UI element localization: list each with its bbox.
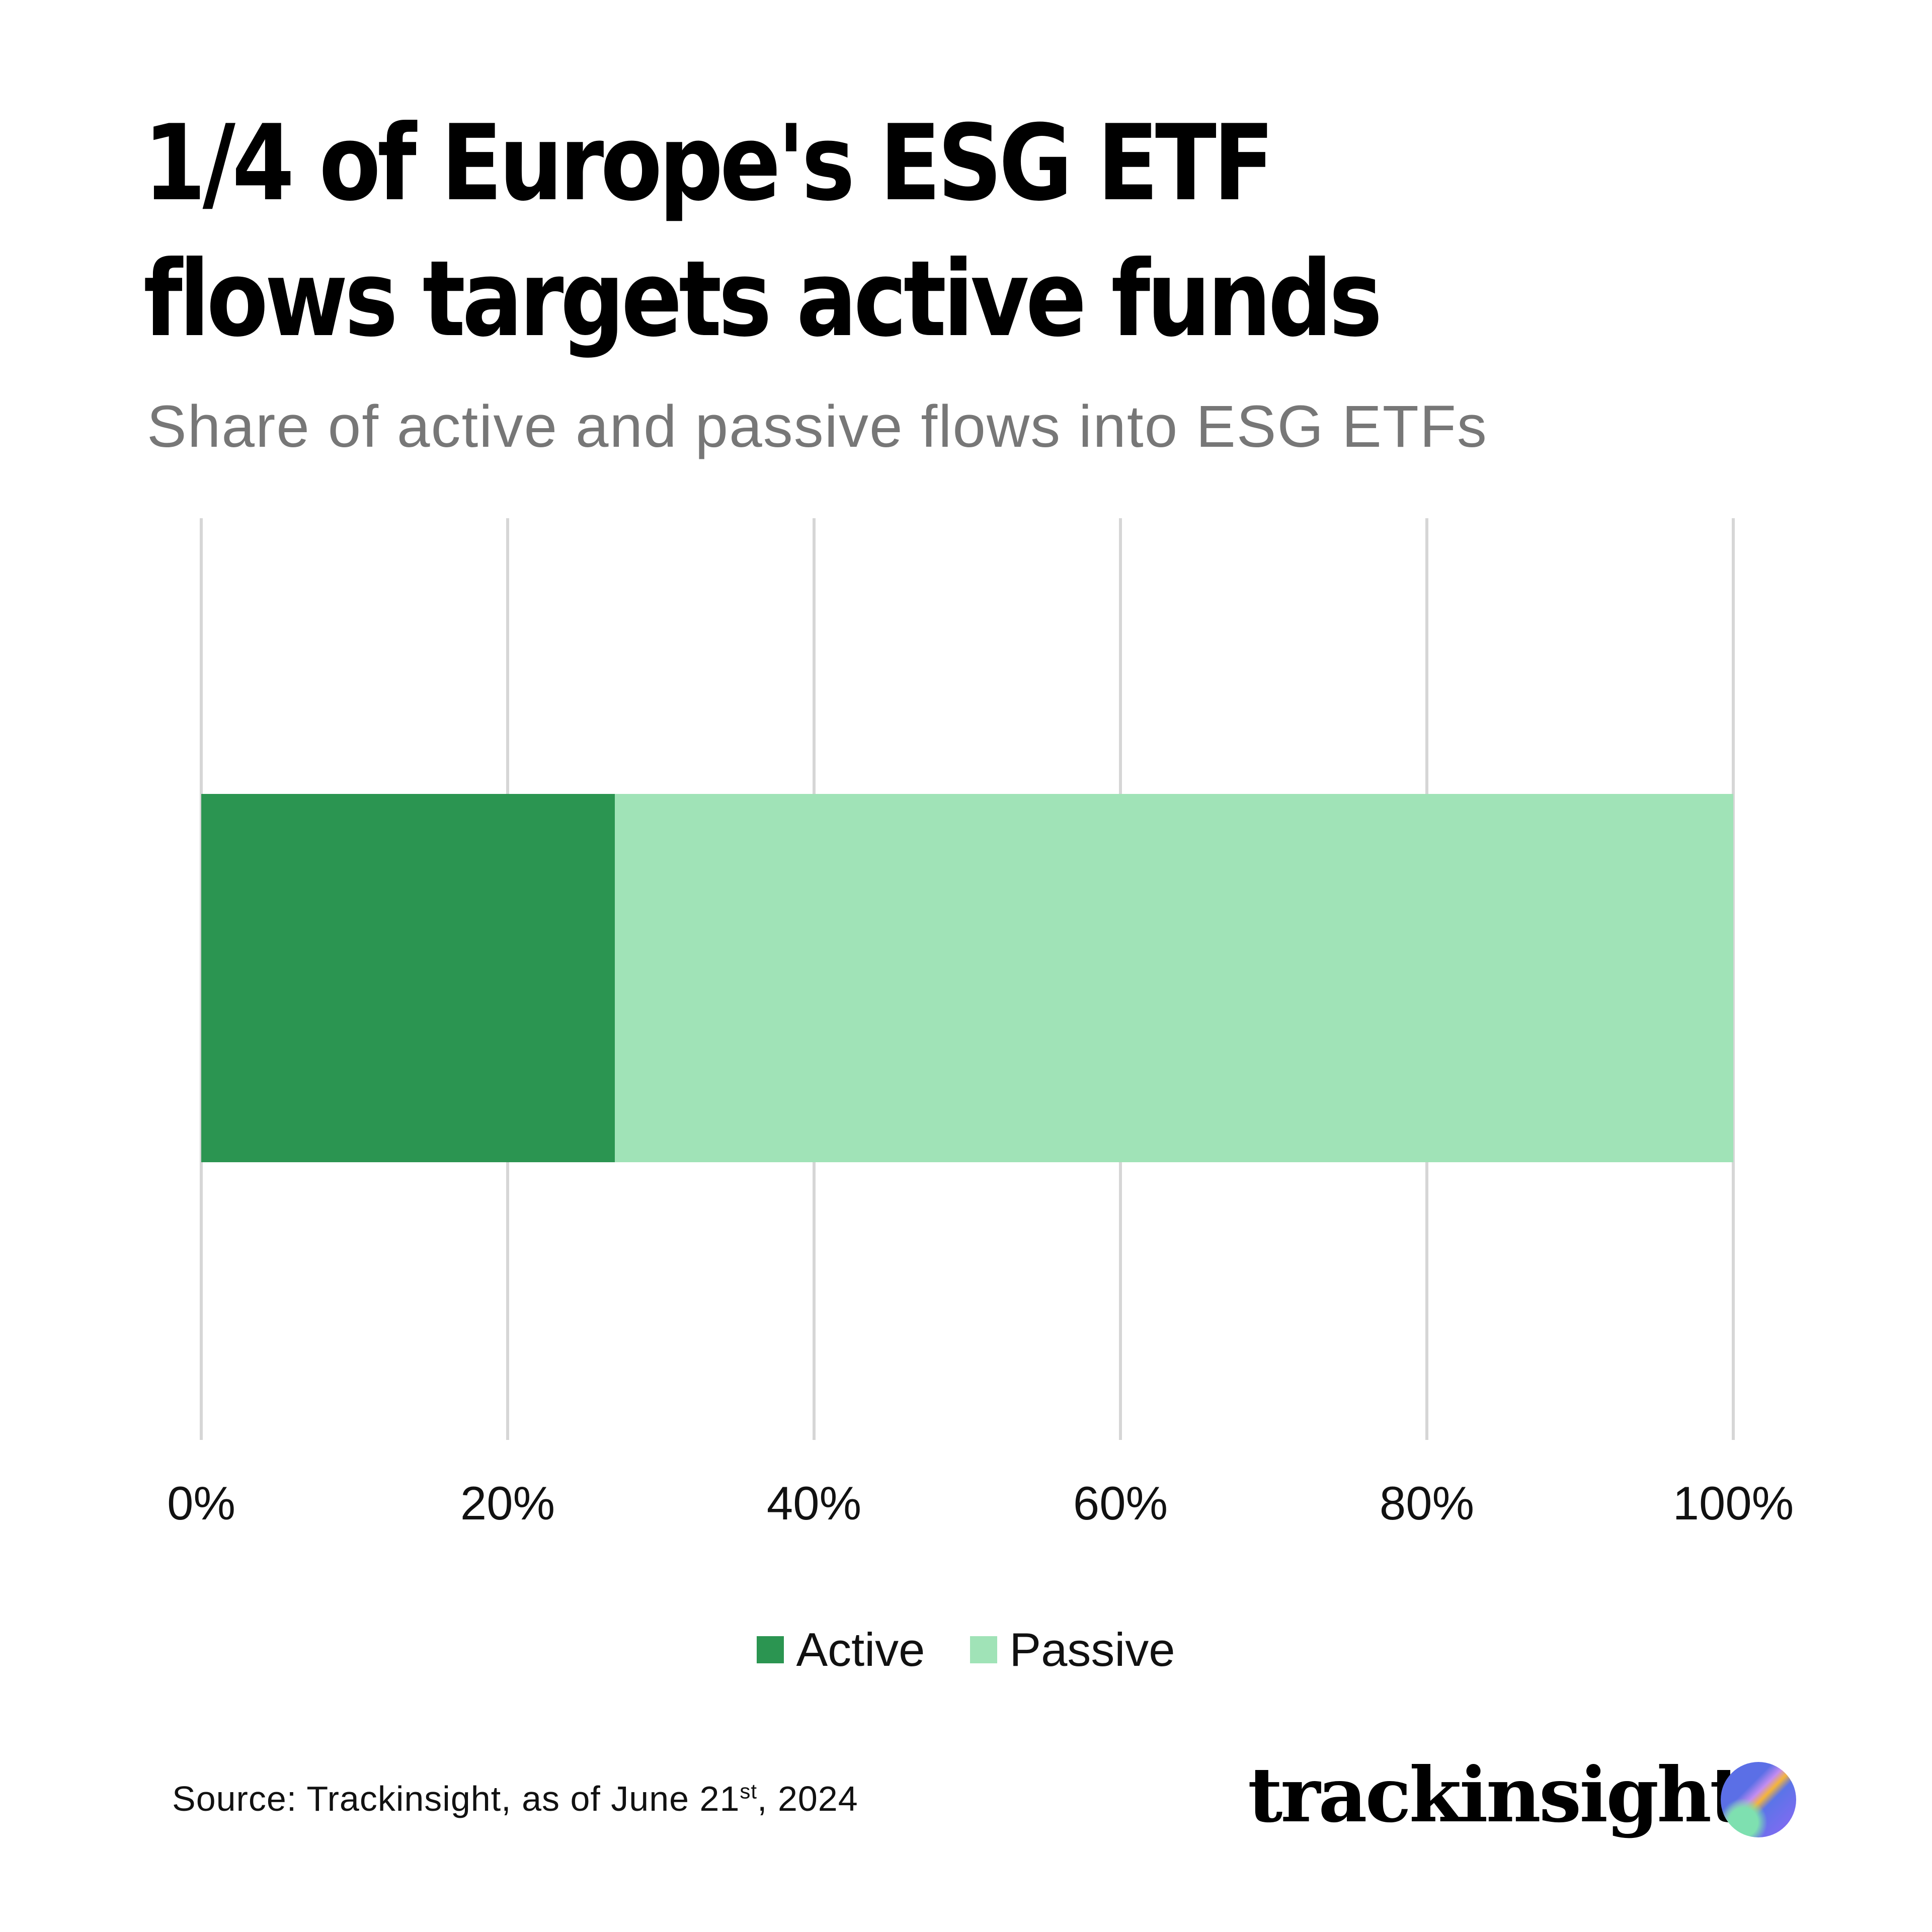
x-tick-label: 60% xyxy=(1073,1477,1168,1530)
chart-subtitle: Share of active and passive flows into E… xyxy=(147,393,1488,460)
source-sup: st xyxy=(740,1779,758,1803)
x-tick-label: 100% xyxy=(1673,1477,1794,1530)
legend: Active Passive xyxy=(0,1623,1932,1677)
x-tick-label: 80% xyxy=(1380,1477,1474,1530)
legend-label-passive: Passive xyxy=(1009,1623,1175,1676)
logo-orb-icon xyxy=(1721,1762,1796,1837)
x-tick-label: 0% xyxy=(167,1477,235,1530)
legend-swatch-passive xyxy=(970,1636,998,1663)
chart-title: 1/4 of Europe's ESG ETF flows targets ac… xyxy=(143,96,1383,367)
trackinsight-logo: trackinsight xyxy=(1248,1751,1744,1839)
source-note: Source: Trackinsight, as of June 21st, 2… xyxy=(172,1779,858,1819)
source-year: , 2024 xyxy=(757,1779,858,1818)
legend-item-active: Active xyxy=(757,1623,925,1677)
x-tick-label: 20% xyxy=(460,1477,555,1530)
title-line-1: 1/4 of Europe's ESG ETF xyxy=(143,103,1274,224)
x-tick-label: 40% xyxy=(767,1477,861,1530)
bar-segment-active xyxy=(201,794,615,1162)
source-text: Source: Trackinsight, as of June 21 xyxy=(172,1779,740,1818)
title-line-2: flows targets active funds xyxy=(143,238,1383,360)
legend-swatch-active xyxy=(757,1636,784,1663)
legend-label-active: Active xyxy=(796,1623,925,1676)
legend-item-passive: Passive xyxy=(970,1623,1175,1677)
bar-segment-passive xyxy=(615,794,1734,1162)
